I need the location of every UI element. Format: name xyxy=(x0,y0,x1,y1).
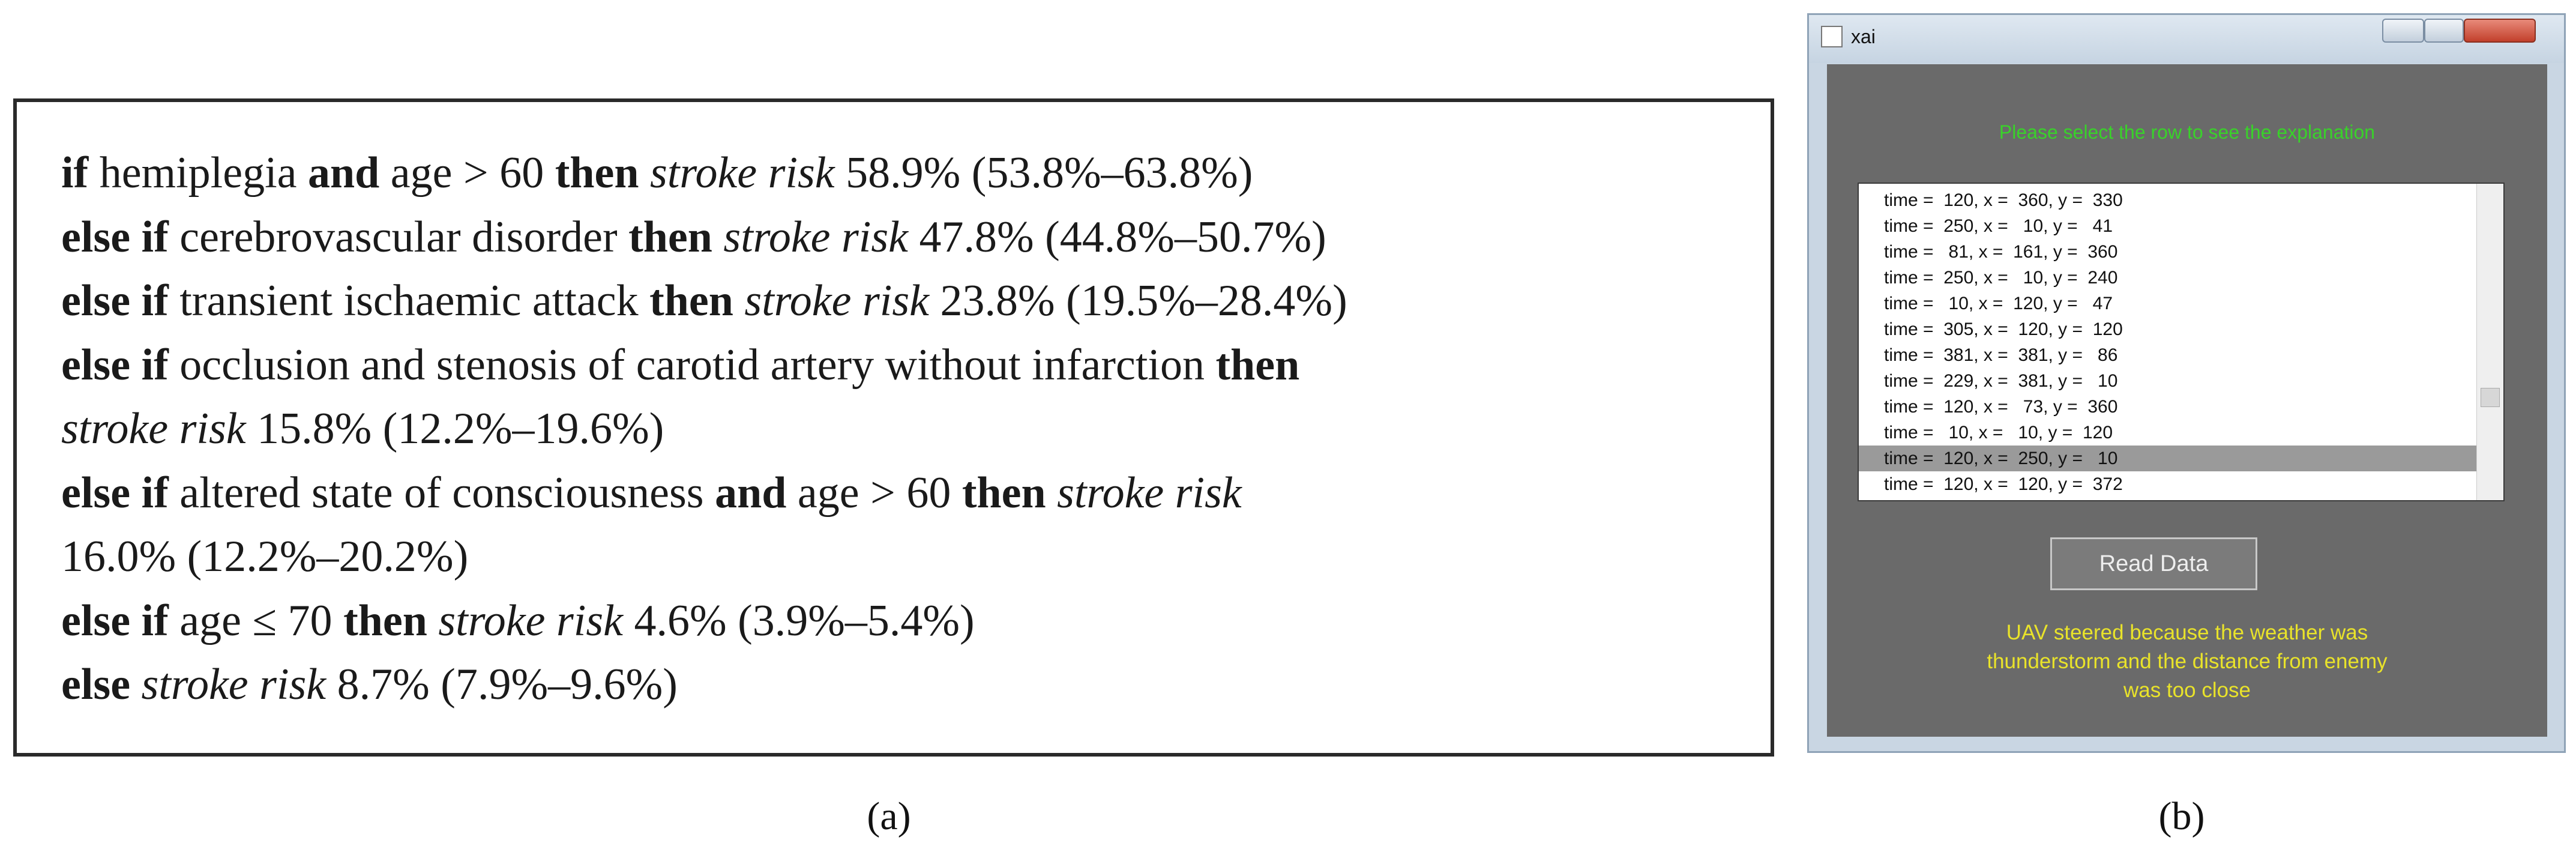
outcome: stroke risk xyxy=(1057,468,1242,518)
keyword: and xyxy=(715,468,787,518)
condition: transient ischaemic attack xyxy=(179,276,639,325)
keyword: else if xyxy=(61,212,169,262)
condition: occlusion and stenosis of carotid artery… xyxy=(179,340,1205,390)
keyword: else if xyxy=(61,468,169,518)
risk-value: 23.8% (19.5%–28.4%) xyxy=(940,276,1347,325)
rule-line: else if altered state of consciousness a… xyxy=(61,461,1347,525)
panel-caption: (b) xyxy=(2158,794,2205,838)
list-row[interactable]: time = 250, x = 10, y = 41 xyxy=(1884,216,2113,236)
condition: altered state of consciousness xyxy=(179,468,704,518)
maximize-button[interactable] xyxy=(2424,19,2464,43)
keyword: then xyxy=(555,148,639,198)
minimize-button[interactable] xyxy=(2382,19,2424,43)
risk-value: 58.9% (53.8%–63.8%) xyxy=(846,148,1253,198)
outcome: stroke risk xyxy=(438,596,623,645)
keyword: then xyxy=(1215,340,1300,390)
rule-line: else if transient ischaemic attack then … xyxy=(61,269,1347,333)
app-window: xai Please select the row to see the exp… xyxy=(1807,13,2566,753)
list-row[interactable]: time = 381, x = 381, y = 86 xyxy=(1884,345,2118,365)
risk-value: 15.8% (12.2%–19.6%) xyxy=(257,404,664,453)
scroll-thumb[interactable] xyxy=(2481,388,2500,407)
explanation-line: was too close xyxy=(2123,678,2251,702)
list-row[interactable]: time = 250, x = 10, y = 240 xyxy=(1884,268,2118,288)
outcome: stroke risk xyxy=(744,276,929,325)
rule-panel: if hemiplegia and age > 60 then stroke r… xyxy=(13,98,1774,757)
condition: age > 60 xyxy=(390,148,544,198)
condition: age ≤ 70 xyxy=(179,596,333,645)
keyword: then xyxy=(961,468,1046,518)
rule-line: 16.0% (12.2%–20.2%) xyxy=(61,525,1347,589)
explanation-line: UAV steered because the weather was xyxy=(2006,621,2368,644)
window-title: xai xyxy=(1851,26,1876,47)
condition: hemiplegia xyxy=(99,148,297,198)
keyword: else if xyxy=(61,596,169,645)
rule-line: else if cerebrovascular disorder then st… xyxy=(61,205,1347,270)
rule-line: else if age ≤ 70 then stroke risk 4.6% (… xyxy=(61,589,1347,653)
condition: age > 60 xyxy=(797,468,951,518)
panel-caption: (a) xyxy=(867,794,911,838)
rule-line: stroke risk 15.8% (12.2%–19.6%) xyxy=(61,397,1347,461)
keyword: else if xyxy=(61,340,169,390)
read-data-button[interactable]: Read Data xyxy=(2050,537,2257,590)
keyword: and xyxy=(307,148,380,198)
risk-value: 16.0% (12.2%–20.2%) xyxy=(61,532,469,581)
list-row[interactable]: time = 229, x = 381, y = 10 xyxy=(1884,371,2118,391)
outcome: stroke risk xyxy=(141,660,327,709)
list-row[interactable]: time = 120, x = 120, y = 372 xyxy=(1884,474,2123,494)
rule-list: if hemiplegia and age > 60 then stroke r… xyxy=(61,141,1347,717)
keyword: then xyxy=(628,212,712,262)
title-bar: xai xyxy=(1809,15,2564,63)
keyword: else if xyxy=(61,276,169,325)
instruction-text: Please select the row to see the explana… xyxy=(1999,121,2376,143)
explanation-line: thunderstorm and the distance from enemy xyxy=(1987,650,2388,673)
keyword: then xyxy=(649,276,733,325)
list-row[interactable]: time = 81, x = 161, y = 360 xyxy=(1884,242,2118,262)
rule-line: else stroke risk 8.7% (7.9%–9.6%) xyxy=(61,653,1347,717)
keyword: if xyxy=(61,148,89,198)
close-button[interactable] xyxy=(2464,19,2536,43)
rule-line: if hemiplegia and age > 60 then stroke r… xyxy=(61,141,1347,205)
list-row[interactable]: time = 120, x = 360, y = 330 xyxy=(1884,190,2123,210)
keyword: then xyxy=(343,596,427,645)
risk-value: 4.6% (3.9%–5.4%) xyxy=(634,596,975,645)
outcome: stroke risk xyxy=(650,148,835,198)
outcome: stroke risk xyxy=(723,212,909,262)
client-area: Please select the row to see the explana… xyxy=(1827,64,2547,737)
condition: cerebrovascular disorder xyxy=(179,212,618,262)
risk-value: 47.8% (44.8%–50.7%) xyxy=(919,212,1326,262)
list-row[interactable]: time = 120, x = 73, y = 360 xyxy=(1884,397,2118,417)
list-row[interactable]: time = 305, x = 120, y = 120 xyxy=(1884,319,2123,339)
explanation: UAV steered because the weather was thun… xyxy=(1827,618,2547,705)
list-row[interactable]: time = 120, x = 250, y = 10 xyxy=(1859,446,2477,471)
outcome: stroke risk xyxy=(61,404,246,453)
list-row[interactable]: time = 10, x = 120, y = 47 xyxy=(1884,294,2113,313)
rule-line: else if occlusion and stenosis of caroti… xyxy=(61,333,1347,397)
list-row[interactable]: time = 10, x = 10, y = 120 xyxy=(1884,423,2113,443)
risk-value: 8.7% (7.9%–9.6%) xyxy=(337,660,678,709)
data-list[interactable]: time = 120, x = 360, y = 330 time = 250, … xyxy=(1858,183,2505,501)
app-icon xyxy=(1821,26,1843,47)
list-row[interactable]: time = 66, x = 117, y = 27 xyxy=(1859,497,2477,500)
scrollbar[interactable] xyxy=(2476,184,2503,500)
keyword: else xyxy=(61,660,131,709)
